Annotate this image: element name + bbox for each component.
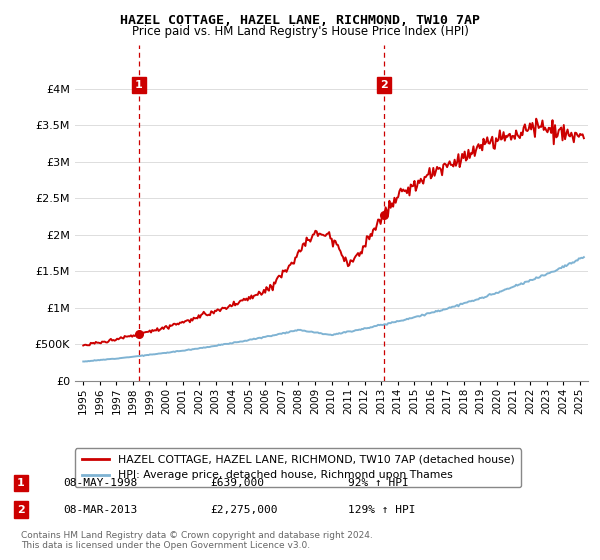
Text: 1: 1: [135, 80, 143, 90]
Text: 08-MAR-2013: 08-MAR-2013: [63, 505, 137, 515]
Text: 2: 2: [380, 80, 388, 90]
Legend: HAZEL COTTAGE, HAZEL LANE, RICHMOND, TW10 7AP (detached house), HPI: Average pri: HAZEL COTTAGE, HAZEL LANE, RICHMOND, TW1…: [75, 449, 521, 487]
Text: £2,275,000: £2,275,000: [210, 505, 277, 515]
Text: £639,000: £639,000: [210, 478, 264, 488]
Text: 2: 2: [17, 505, 25, 515]
Text: 08-MAY-1998: 08-MAY-1998: [63, 478, 137, 488]
Text: Contains HM Land Registry data © Crown copyright and database right 2024.
This d: Contains HM Land Registry data © Crown c…: [21, 530, 373, 550]
Text: 92% ↑ HPI: 92% ↑ HPI: [348, 478, 409, 488]
Text: 129% ↑ HPI: 129% ↑ HPI: [348, 505, 415, 515]
Text: Price paid vs. HM Land Registry's House Price Index (HPI): Price paid vs. HM Land Registry's House …: [131, 25, 469, 38]
Text: HAZEL COTTAGE, HAZEL LANE, RICHMOND, TW10 7AP: HAZEL COTTAGE, HAZEL LANE, RICHMOND, TW1…: [120, 14, 480, 27]
Text: 1: 1: [17, 478, 25, 488]
